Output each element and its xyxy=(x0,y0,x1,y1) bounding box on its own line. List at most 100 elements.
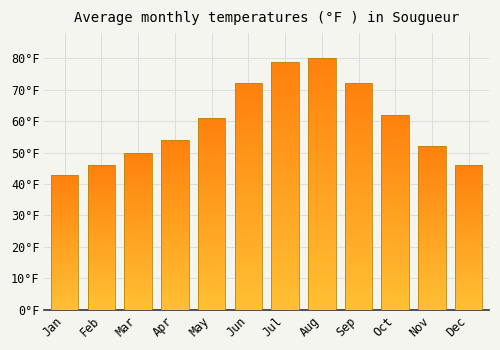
Bar xyxy=(418,146,446,149)
Bar xyxy=(382,263,409,267)
Bar xyxy=(382,271,409,275)
Bar xyxy=(198,290,226,294)
Bar xyxy=(234,178,262,183)
Bar xyxy=(161,242,188,245)
Bar xyxy=(382,201,409,204)
Bar xyxy=(455,180,482,183)
Bar xyxy=(418,234,446,238)
Bar xyxy=(418,189,446,192)
Bar xyxy=(198,176,226,180)
Bar xyxy=(418,254,446,258)
Bar xyxy=(234,282,262,287)
Bar xyxy=(234,296,262,301)
Bar xyxy=(198,145,226,149)
Bar xyxy=(124,250,152,253)
Bar xyxy=(161,276,188,279)
Bar xyxy=(308,265,336,270)
Bar xyxy=(198,256,226,260)
Bar xyxy=(51,288,78,291)
Bar xyxy=(198,126,226,130)
Bar xyxy=(382,259,409,263)
Bar xyxy=(88,304,115,307)
Bar xyxy=(382,247,409,251)
Bar xyxy=(455,232,482,235)
Bar xyxy=(382,150,409,154)
Bar xyxy=(88,200,115,203)
Bar xyxy=(124,216,152,219)
Bar xyxy=(418,284,446,287)
Bar xyxy=(124,172,152,175)
Bar xyxy=(418,238,446,241)
Bar xyxy=(455,206,482,209)
Bar xyxy=(51,275,78,277)
Bar xyxy=(88,191,115,194)
Bar xyxy=(124,197,152,200)
Bar xyxy=(308,259,336,265)
Bar xyxy=(234,84,262,310)
Bar xyxy=(88,203,115,206)
Bar xyxy=(382,236,409,240)
Bar xyxy=(308,234,336,239)
Bar xyxy=(418,251,446,254)
Bar xyxy=(455,223,482,226)
Bar xyxy=(124,288,152,291)
Bar xyxy=(418,182,446,186)
Bar xyxy=(455,266,482,269)
Bar xyxy=(455,295,482,298)
Bar xyxy=(272,156,299,161)
Bar xyxy=(418,271,446,274)
Bar xyxy=(124,303,152,307)
Bar xyxy=(455,211,482,214)
Bar xyxy=(455,209,482,211)
Bar xyxy=(272,215,299,220)
Bar xyxy=(344,102,372,106)
Bar xyxy=(272,126,299,131)
Bar xyxy=(455,165,482,310)
Bar xyxy=(455,237,482,240)
Bar xyxy=(198,183,226,187)
Bar xyxy=(51,220,78,223)
Bar xyxy=(234,106,262,111)
Bar xyxy=(161,167,188,170)
Bar xyxy=(161,170,188,174)
Bar xyxy=(124,159,152,162)
Bar xyxy=(88,223,115,226)
Bar xyxy=(124,190,152,194)
Bar xyxy=(161,256,188,259)
Bar xyxy=(344,201,372,206)
Bar xyxy=(51,237,78,239)
Bar xyxy=(272,166,299,171)
Bar xyxy=(272,76,299,81)
Bar xyxy=(344,138,372,142)
Bar xyxy=(344,228,372,233)
Bar xyxy=(344,169,372,174)
Bar xyxy=(161,235,188,238)
Bar xyxy=(455,275,482,278)
Bar xyxy=(418,176,446,179)
Bar xyxy=(234,197,262,201)
Bar xyxy=(455,194,482,197)
Bar xyxy=(272,210,299,215)
Bar xyxy=(161,303,188,306)
Bar xyxy=(198,218,226,222)
Bar xyxy=(344,188,372,192)
Bar xyxy=(161,293,188,296)
Bar xyxy=(234,188,262,192)
Bar xyxy=(234,124,262,129)
Bar xyxy=(198,160,226,164)
Bar xyxy=(88,171,115,174)
Bar xyxy=(418,274,446,277)
Bar xyxy=(344,84,372,88)
Bar xyxy=(382,212,409,216)
Bar xyxy=(51,264,78,266)
Bar xyxy=(455,264,482,266)
Bar xyxy=(272,220,299,225)
Bar xyxy=(161,262,188,266)
Bar xyxy=(382,173,409,177)
Bar xyxy=(124,281,152,285)
Bar xyxy=(161,191,188,194)
Bar xyxy=(198,168,226,172)
Bar xyxy=(51,226,78,229)
Bar xyxy=(124,253,152,256)
Bar xyxy=(382,169,409,173)
